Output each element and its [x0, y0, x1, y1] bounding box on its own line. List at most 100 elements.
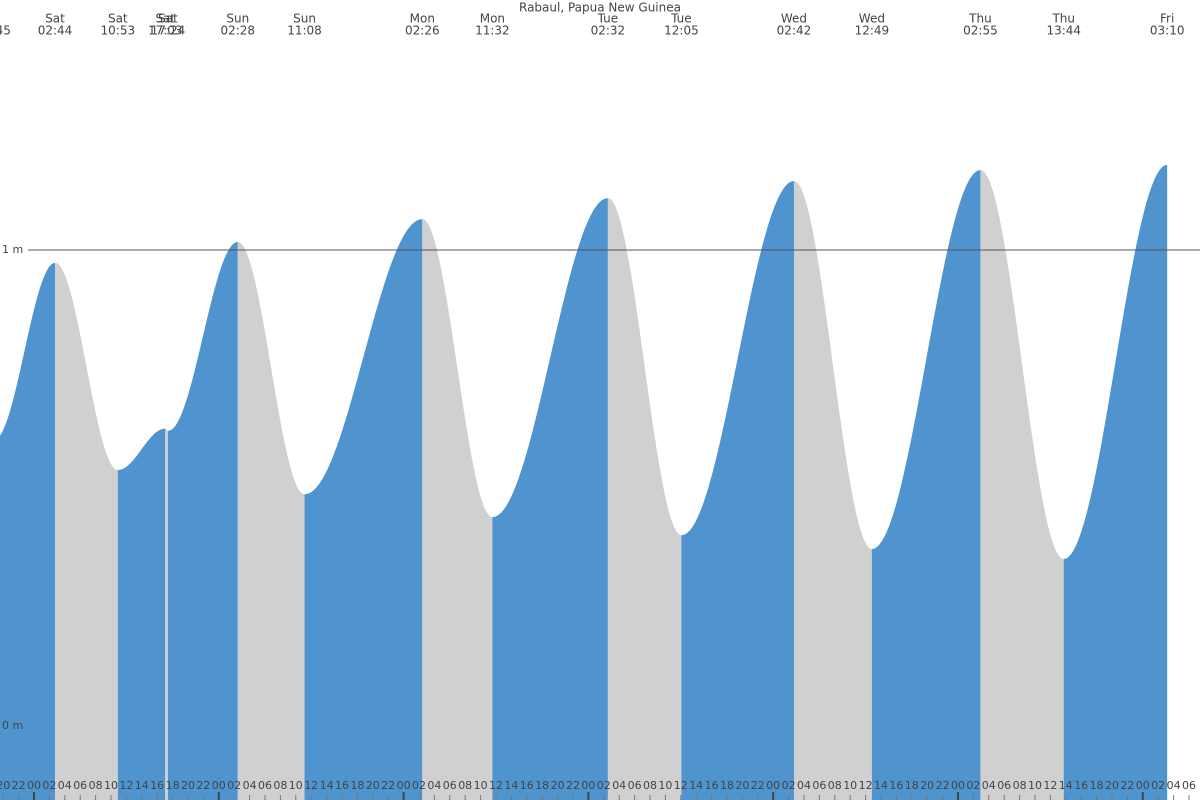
falling-tide — [422, 219, 493, 800]
event-day: Fri — [0, 12, 1, 26]
x-tick-label: 20 — [551, 779, 565, 792]
x-tick-label: 00 — [212, 779, 226, 792]
x-tick-label: 20 — [920, 779, 934, 792]
x-tick-label: 06 — [628, 779, 642, 792]
x-tick-label: 08 — [1013, 779, 1027, 792]
x-tick-label: 18 — [905, 779, 919, 792]
x-tick-label: 10 — [289, 779, 303, 792]
falling-tide — [607, 198, 682, 800]
event-time: 12:05 — [664, 24, 699, 38]
falling-tide — [237, 241, 305, 800]
rising-tide — [117, 428, 166, 800]
event-day: Wed — [781, 12, 807, 26]
x-tick-label: 02 — [412, 779, 426, 792]
x-tick-label: 00 — [951, 779, 965, 792]
x-tick-label: 18 — [166, 779, 180, 792]
x-tick-label: 18 — [350, 779, 364, 792]
x-tick-label: 14 — [320, 779, 334, 792]
event-time: 18:45 — [0, 24, 11, 38]
x-tick-label: 06 — [73, 779, 87, 792]
x-tick-label: 16 — [705, 779, 719, 792]
x-tick-label: 02 — [597, 779, 611, 792]
event-time: 17:03 — [148, 24, 183, 38]
x-tick-label: 22 — [381, 779, 395, 792]
event-time: 02:26 — [405, 24, 440, 38]
event-time: 02:28 — [220, 24, 255, 38]
event-time: 17:24 — [151, 24, 186, 38]
event-time: 02:44 — [38, 24, 73, 38]
event-time: 10:53 — [101, 24, 136, 38]
x-tick-label: 08 — [458, 779, 472, 792]
x-tick-label: 14 — [689, 779, 703, 792]
x-tick-label: 04 — [58, 779, 72, 792]
x-tick-label: 12 — [859, 779, 873, 792]
event-day: Thu — [1051, 12, 1075, 26]
x-tick-label: 04 — [612, 779, 626, 792]
falling-tide — [165, 428, 168, 800]
x-tick-label: 14 — [504, 779, 518, 792]
event-time: 02:55 — [963, 24, 998, 38]
event-time: 03:10 — [1150, 24, 1185, 38]
x-tick-label: 02 — [42, 779, 56, 792]
event-time: 12:49 — [855, 24, 890, 38]
x-tick-label: 00 — [27, 779, 41, 792]
rising-tide — [0, 262, 56, 800]
x-tick-label: 20 — [1105, 779, 1119, 792]
event-day: Mon — [410, 12, 435, 26]
x-tick-label: 10 — [474, 779, 488, 792]
x-tick-label: 20 — [181, 779, 195, 792]
y-tick-label: 1 m — [2, 243, 23, 256]
x-tick-label: 00 — [766, 779, 780, 792]
x-tick-label: 04 — [243, 779, 257, 792]
rising-tide — [871, 170, 981, 800]
event-day: Sat — [155, 12, 175, 26]
x-tick-label: 16 — [520, 779, 534, 792]
event-day: Mon — [480, 12, 505, 26]
x-tick-label: 20 — [735, 779, 749, 792]
x-tick-label: 00 — [581, 779, 595, 792]
x-tick-label: 06 — [443, 779, 457, 792]
event-time: 11:08 — [287, 24, 322, 38]
falling-tide — [793, 180, 872, 800]
x-tick-label: 16 — [150, 779, 164, 792]
event-day: Tue — [670, 12, 692, 26]
event-time: 13:44 — [1046, 24, 1081, 38]
event-time: 11:32 — [475, 24, 510, 38]
x-tick-label: 22 — [566, 779, 580, 792]
x-tick-label: 22 — [12, 779, 26, 792]
rising-tide — [681, 180, 794, 800]
event-day: Thu — [968, 12, 992, 26]
x-tick-label: 12 — [119, 779, 133, 792]
x-tick-label: 16 — [1074, 779, 1088, 792]
rising-tide — [304, 219, 423, 800]
event-time: 02:32 — [591, 24, 626, 38]
x-tick-label: 04 — [797, 779, 811, 792]
x-tick-label: 14 — [135, 779, 149, 792]
chart-title: Rabaul, Papua New Guinea — [519, 1, 681, 15]
x-tick-label: 08 — [643, 779, 657, 792]
x-tick-label: 08 — [89, 779, 103, 792]
x-tick-label: 00 — [1136, 779, 1150, 792]
x-tick-label: 18 — [1090, 779, 1104, 792]
x-tick-label: 06 — [1182, 779, 1196, 792]
x-tick-label: 10 — [1028, 779, 1042, 792]
x-tick-label: 12 — [489, 779, 503, 792]
x-tick-label: 08 — [828, 779, 842, 792]
x-tick-label: 02 — [227, 779, 241, 792]
event-day: Sun — [226, 12, 249, 26]
x-tick-label: 22 — [1120, 779, 1134, 792]
rising-tide — [167, 241, 238, 800]
event-day: Fri — [1160, 12, 1174, 26]
x-tick-label: 16 — [889, 779, 903, 792]
axes: Fri18:45Sat02:44Sat10:53Sat17:03Sat17:24… — [0, 12, 1200, 800]
x-tick-label: 02 — [782, 779, 796, 792]
x-tick-label: 22 — [936, 779, 950, 792]
event-day: Sat — [45, 12, 65, 26]
x-tick-label: 06 — [812, 779, 826, 792]
x-tick-label: 18 — [535, 779, 549, 792]
x-tick-label: 18 — [720, 779, 734, 792]
rising-tide — [1063, 164, 1168, 800]
x-tick-label: 20 — [366, 779, 380, 792]
